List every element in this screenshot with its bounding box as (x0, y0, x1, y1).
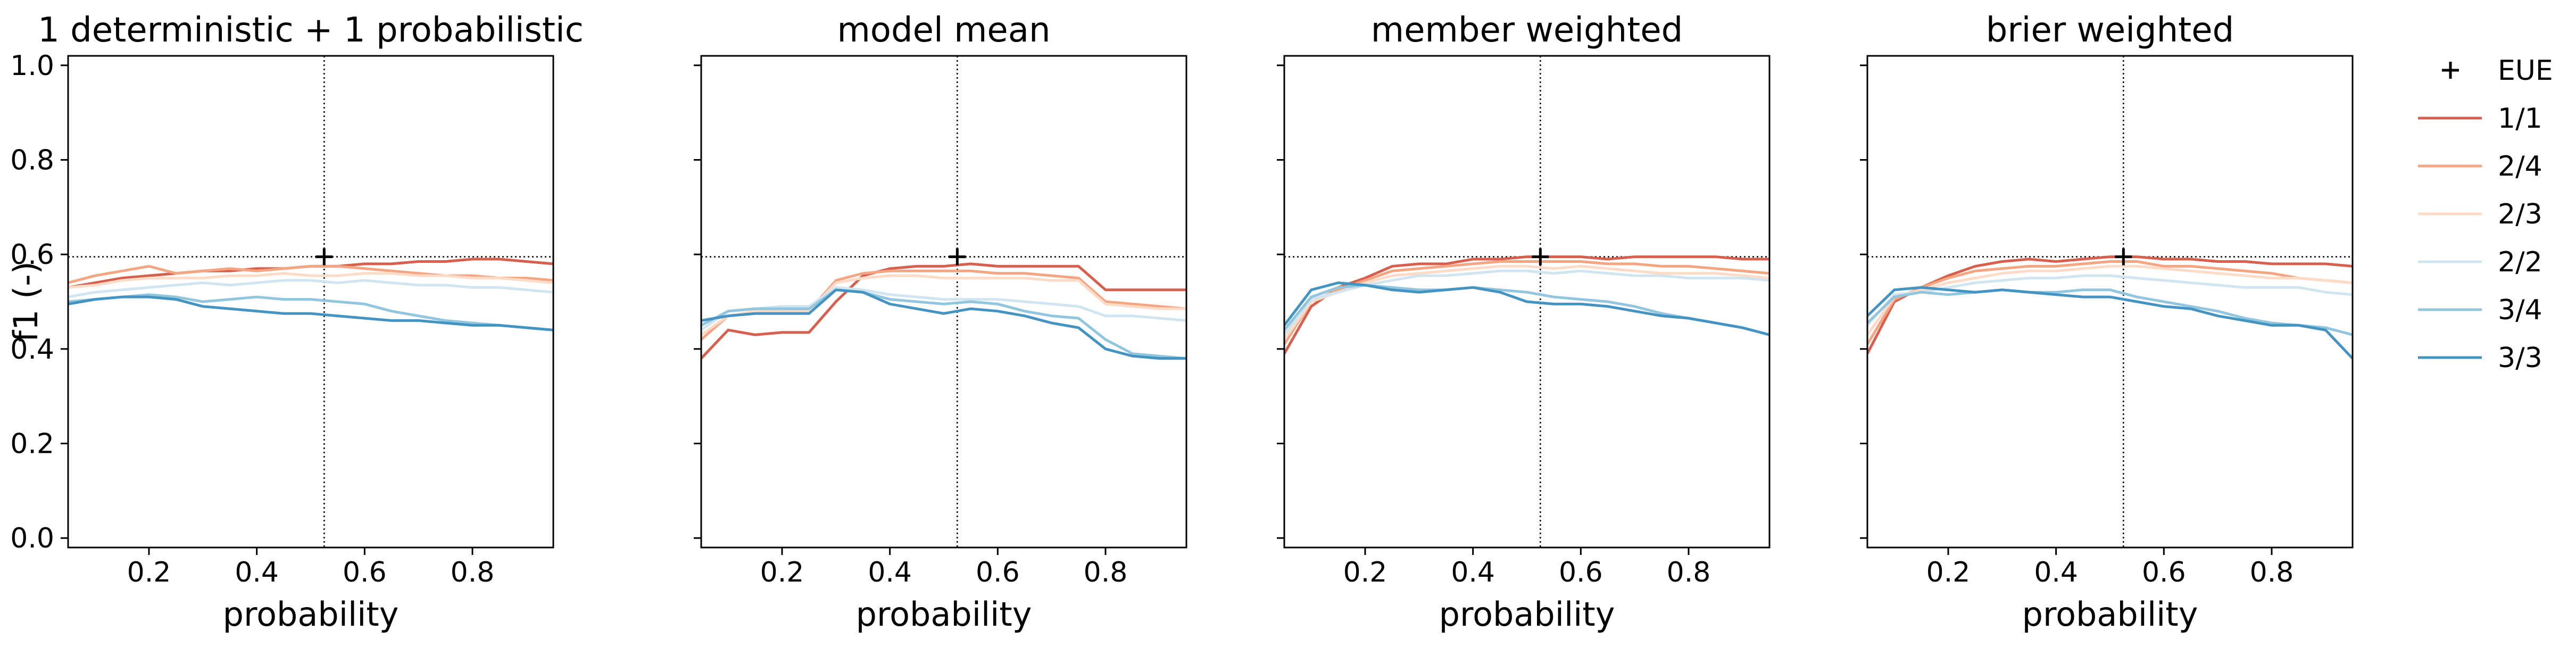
legend-entry-2-4: 2/4 (2418, 151, 2542, 183)
x-tick-label: 0.2 (1343, 557, 1387, 588)
series-line-2-4 (1284, 260, 1769, 345)
series-group (701, 262, 1186, 360)
x-tick-label: 0.6 (1559, 557, 1603, 588)
series-line-2-3 (1867, 264, 2353, 336)
x-tick-label: 0.8 (2250, 557, 2294, 588)
series-line-2-4 (68, 264, 553, 284)
panels: 0.2 0.4 0.6 0.8 0.0 0.2 0.4 0.6 0.8 1.01 determin… (10, 11, 2354, 634)
eue-marker (1532, 248, 1549, 266)
series-line-2-3 (701, 274, 1186, 336)
series-line-2-3 (1284, 264, 1769, 341)
x-tick-label: 0.8 (451, 557, 495, 588)
legend-entry-eue: EUE (2442, 55, 2553, 87)
legend-entry-1-1: 1/1 (2418, 103, 2542, 135)
x-tick-label: 0.2 (1926, 557, 1971, 588)
plot-frame (1283, 55, 1771, 549)
plot-frame (700, 55, 1187, 549)
panel-4: 0.2 0.4 0.6 0.8 brier weighted probability (1860, 11, 2354, 634)
legend-label: 3/4 (2498, 294, 2542, 326)
x-tick-label: 0.2 (127, 557, 171, 588)
series-line-3-4 (68, 293, 553, 331)
series-line-3-4 (701, 288, 1186, 360)
series-group (1867, 255, 2353, 360)
x-tick-label: 0.6 (976, 557, 1020, 588)
x-tick-label: 0.8 (1667, 557, 1711, 588)
series-line-2-2 (1867, 274, 2353, 327)
y-tick-label: 0.6 (10, 239, 54, 271)
eue-marker (949, 248, 966, 266)
series-line-1-1 (701, 262, 1186, 360)
x-tick-label: 0.4 (1451, 557, 1495, 588)
legend-label: 3/3 (2498, 342, 2542, 374)
panel-2: 0.2 0.4 0.6 0.8 model mean probability (694, 11, 1187, 634)
x-tick-label: 0.4 (2034, 557, 2078, 588)
panel-title: brier weighted (1986, 11, 2234, 50)
legend-label: 2/3 (2498, 198, 2542, 230)
series-group (68, 258, 553, 331)
panel-title: model mean (837, 11, 1050, 50)
y-tick-label: 0.4 (10, 334, 54, 366)
series-line-3-3 (701, 288, 1186, 360)
eue-marker (315, 248, 333, 266)
legend: EUE 1/1 2/4 2/3 2/2 3/4 3/3 (2418, 55, 2553, 374)
x-tick-label: 0.4 (868, 557, 912, 588)
series-line-2-2 (701, 286, 1186, 331)
x-axis-label: probability (856, 595, 1032, 634)
legend-entry-2-2: 2/2 (2418, 246, 2542, 278)
x-axis-label: probability (2022, 595, 2198, 634)
y-tick-label: 1.0 (10, 50, 54, 82)
series-line-3-3 (1284, 281, 1769, 336)
series-line-3-3 (68, 295, 553, 331)
panel-title: 1 deterministic + 1 probabilistic (38, 11, 584, 50)
legend-entry-3-4: 3/4 (2418, 294, 2542, 326)
series-line-2-3 (68, 272, 553, 289)
x-tick-label: 0.4 (235, 557, 279, 588)
series-line-2-4 (1867, 260, 2353, 345)
y-axis-label: f1 (-) (6, 261, 45, 342)
series-line-3-3 (1867, 286, 2353, 360)
series-group (1284, 255, 1769, 354)
panel-title: member weighted (1371, 11, 1683, 50)
eue-marker (2115, 248, 2132, 266)
series-line-3-4 (1867, 288, 2353, 336)
legend-label: 2/4 (2498, 151, 2542, 183)
x-tick-label: 0.8 (1084, 557, 1128, 588)
series-line-2-2 (68, 279, 553, 298)
series-line-1-1 (1867, 255, 2353, 354)
x-axis-label: probability (223, 595, 399, 634)
x-tick-label: 0.6 (2142, 557, 2186, 588)
x-tick-label: 0.6 (343, 557, 387, 588)
panel-3: 0.2 0.4 0.6 0.8 member weighted probability (1277, 11, 1771, 634)
plot-frame (1866, 55, 2354, 549)
panel-1: 0.2 0.4 0.6 0.8 0.0 0.2 0.4 0.6 0.8 1.01 determin… (10, 11, 584, 634)
series-line-1-1 (1284, 255, 1769, 354)
plot-frame (67, 55, 554, 549)
x-axis-label: probability (1439, 595, 1615, 634)
legend-entry-2-3: 2/3 (2418, 198, 2542, 230)
legend-label: 2/2 (2498, 246, 2542, 278)
legend-label: EUE (2498, 55, 2553, 87)
y-tick-label: 0.0 (10, 522, 54, 554)
legend-entry-3-3: 3/3 (2418, 342, 2542, 374)
legend-label: 1/1 (2498, 103, 2542, 135)
y-tick-label: 0.2 (10, 428, 54, 460)
x-tick-label: 0.2 (760, 557, 804, 588)
y-tick-label: 0.8 (10, 144, 54, 176)
